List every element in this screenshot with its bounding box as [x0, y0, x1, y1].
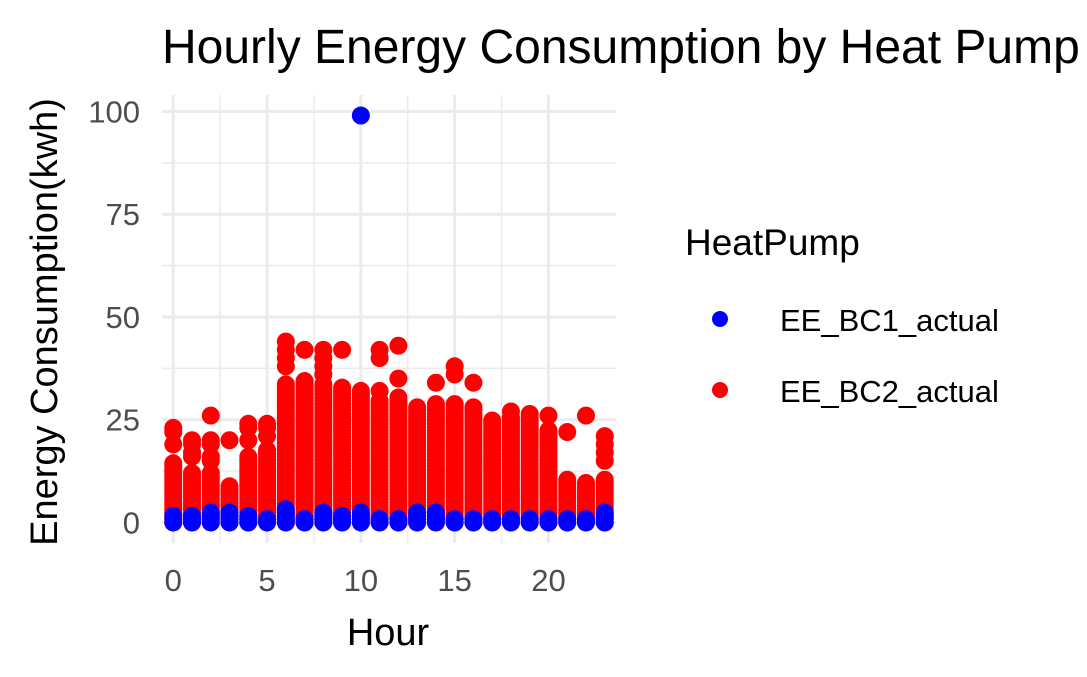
data-point [539, 510, 558, 529]
data-point [483, 411, 502, 430]
y-tick-label: 0 [123, 505, 140, 540]
data-point [258, 510, 277, 529]
data-point [183, 431, 202, 450]
data-point [164, 506, 183, 525]
data-point [595, 427, 614, 446]
data-point [595, 470, 614, 489]
data-point-outlier [351, 106, 370, 125]
data-point [239, 447, 258, 466]
data-point [276, 375, 295, 394]
data-point [220, 503, 239, 522]
data-point [276, 332, 295, 351]
data-point [558, 423, 577, 442]
data-point [464, 373, 483, 392]
data-point [220, 431, 239, 450]
data-point [445, 510, 464, 529]
data-point [558, 470, 577, 489]
data-point [539, 421, 558, 440]
y-axis-ticks: 0 25 50 75 100 [88, 94, 140, 540]
data-point [351, 381, 370, 400]
x-tick-label: 5 [258, 563, 275, 598]
chart-title: Hourly Energy Consumption by Heat Pump [162, 21, 1080, 74]
data-point [164, 418, 183, 437]
data-point [239, 506, 258, 525]
data-point [464, 398, 483, 417]
y-tick-label: 100 [88, 94, 140, 129]
data-point [258, 414, 277, 433]
data-point [201, 447, 220, 466]
x-axis-ticks: 0 5 10 15 20 [165, 563, 566, 598]
data-point [389, 388, 408, 407]
data-point [276, 500, 295, 519]
data-point [501, 402, 520, 421]
series-ee-bc2-marks [164, 332, 614, 532]
data-point [239, 414, 258, 433]
data-point [201, 464, 220, 483]
data-point [389, 369, 408, 388]
data-point [426, 373, 445, 392]
data-point [183, 464, 202, 483]
data-point [164, 454, 183, 473]
data-point [295, 340, 314, 359]
data-point [351, 503, 370, 522]
data-point [483, 510, 502, 529]
data-point [558, 510, 577, 529]
data-point [333, 506, 352, 525]
data-point [201, 406, 220, 425]
data-point [239, 431, 258, 450]
data-point [258, 441, 277, 460]
data-point [314, 340, 333, 359]
legend-label-ee-bc2: EE_BC2_actual [780, 374, 999, 409]
data-point [183, 506, 202, 525]
data-point [389, 336, 408, 355]
data-point [408, 398, 427, 417]
legend: HeatPump EE_BC1_actual EE_BC2_actual [685, 222, 999, 409]
data-point [333, 340, 352, 359]
data-point [576, 406, 595, 425]
data-point [314, 503, 333, 522]
data-point [520, 510, 539, 529]
data-point [164, 435, 183, 454]
data-point [333, 378, 352, 397]
y-tick-label: 75 [106, 197, 140, 232]
x-axis-title: Hour [347, 612, 430, 654]
data-point [426, 395, 445, 414]
data-point [295, 510, 314, 529]
legend-key-ee-bc2 [712, 382, 728, 398]
legend-key-ee-bc1 [712, 311, 728, 327]
y-tick-label: 25 [106, 403, 140, 438]
data-point [576, 510, 595, 529]
data-point [464, 510, 483, 529]
data-point [370, 510, 389, 529]
data-point [295, 372, 314, 391]
data-point [576, 473, 595, 492]
x-tick-label: 15 [437, 563, 471, 598]
data-point [445, 395, 464, 414]
data-point [426, 503, 445, 522]
data-point [370, 381, 389, 400]
data-point [370, 340, 389, 359]
x-tick-label: 20 [531, 563, 565, 598]
series-ee-bc1-marks [164, 106, 614, 532]
y-tick-label: 50 [106, 300, 140, 335]
x-tick-label: 10 [344, 563, 378, 598]
data-point [389, 510, 408, 529]
data-point [595, 503, 614, 522]
data-point [501, 510, 520, 529]
legend-title: HeatPump [685, 222, 860, 263]
data-point [520, 404, 539, 423]
data-point [220, 477, 239, 496]
legend-label-ee-bc1: EE_BC1_actual [780, 303, 999, 338]
y-axis-title: Energy Consumption(kwh) [24, 98, 66, 546]
data-point [201, 431, 220, 450]
data-point [408, 503, 427, 522]
x-tick-label: 0 [165, 563, 182, 598]
data-point [201, 503, 220, 522]
data-point [539, 406, 558, 425]
data-point [445, 357, 464, 376]
